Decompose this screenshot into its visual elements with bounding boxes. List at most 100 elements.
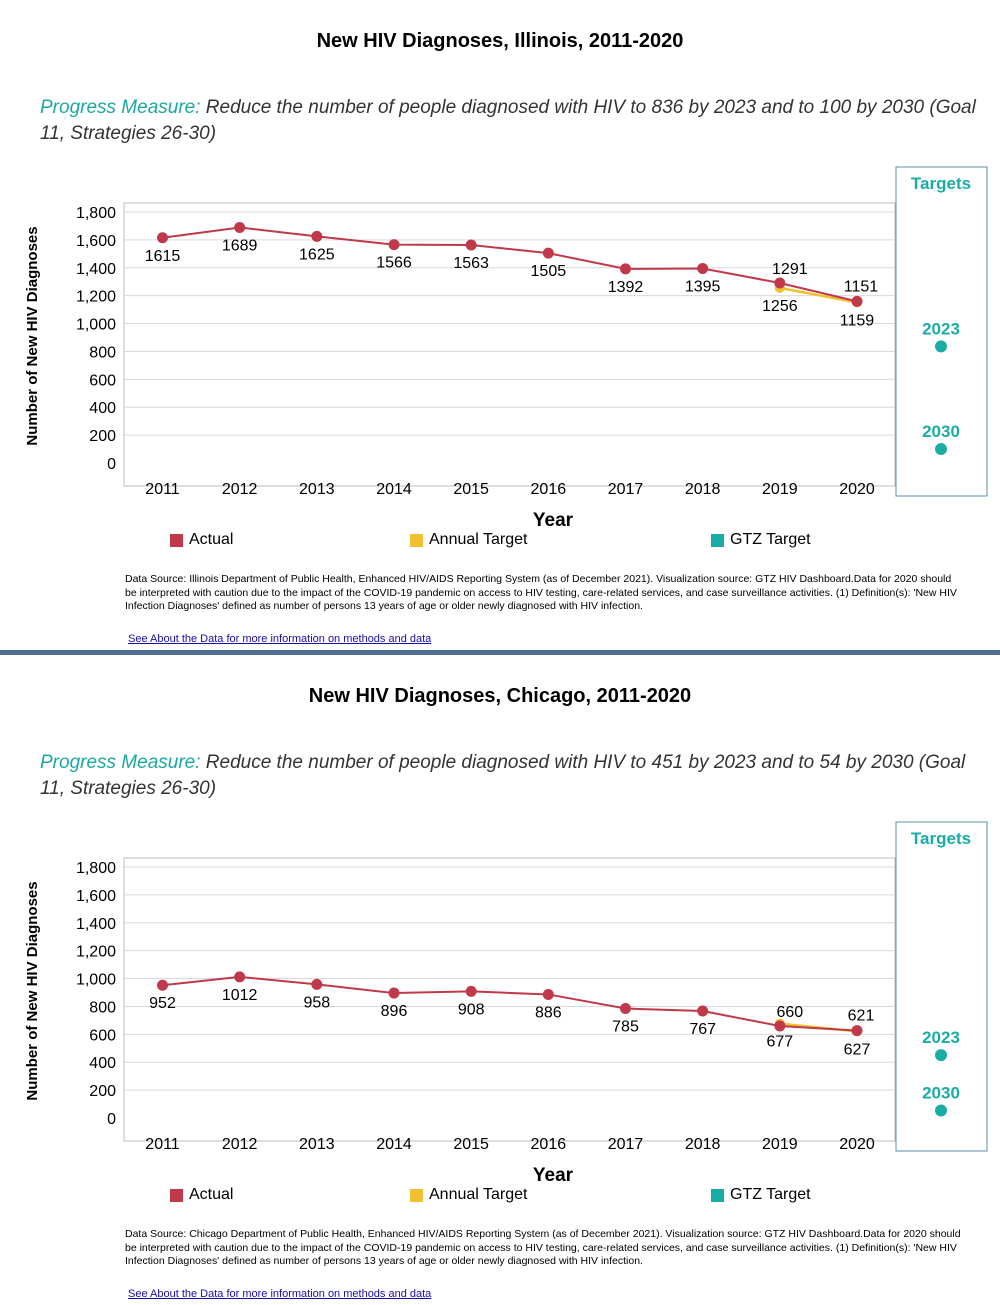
gtz-target-label: 2023 xyxy=(922,319,960,338)
plot-frame xyxy=(123,857,896,1142)
about-data-link[interactable]: See About the Data for more information … xyxy=(128,633,432,645)
actual-point xyxy=(542,988,554,1000)
y-axis-title: Number of New HIV Diagnoses xyxy=(24,226,41,445)
y-tick-label: 800 xyxy=(89,344,116,361)
actual-point xyxy=(465,239,477,251)
x-tick-label: 2018 xyxy=(685,481,721,498)
gtz-target-point xyxy=(935,443,947,456)
actual-point xyxy=(851,1025,863,1037)
annual-target-data-label: 1256 xyxy=(762,298,798,315)
legend-actual-swatch xyxy=(170,1188,183,1202)
gtz-target-label: 2030 xyxy=(922,1083,960,1102)
y-tick-label: 1,200 xyxy=(76,289,116,306)
actual-line xyxy=(162,975,858,1032)
actual-point xyxy=(697,1005,709,1017)
y-tick-label: 1,800 xyxy=(76,860,116,877)
x-tick-label: 2017 xyxy=(608,481,644,498)
data-source-note: Data Source: Illinois Department of Publ… xyxy=(125,573,957,612)
targets-box xyxy=(895,821,988,1152)
actual-point xyxy=(234,971,246,983)
x-tick-label: 2020 xyxy=(839,481,875,498)
actual-data-label: 1159 xyxy=(840,312,875,329)
actual-data-label: 1563 xyxy=(453,255,489,272)
legend-gtz-target: GTZ Target xyxy=(711,1186,811,1204)
legend-actual-label: Actual xyxy=(189,1186,234,1203)
targets-title: Targets xyxy=(911,174,971,193)
x-tick-label: 2011 xyxy=(145,1136,180,1153)
y-tick-label: 400 xyxy=(89,1055,116,1072)
actual-point xyxy=(157,979,168,991)
progress-measure-label: Progress Measure: xyxy=(40,97,201,118)
x-tick-label: 2013 xyxy=(299,1136,335,1153)
x-axis-title: Year xyxy=(533,510,574,530)
actual-data-label: 767 xyxy=(689,1021,716,1038)
x-tick-label: 2012 xyxy=(222,1136,258,1153)
actual-data-label: 886 xyxy=(535,1004,562,1021)
actual-point xyxy=(311,978,323,990)
actual-data-label: 1291 xyxy=(772,261,808,278)
targets-title: Targets xyxy=(911,829,971,848)
targets-box xyxy=(895,166,988,497)
x-tick-label: 2018 xyxy=(685,1136,721,1153)
chart-svg: 0 200 400 600 800 1,000 1,200 1,400 1,600 1,800 20… xyxy=(24,166,988,530)
x-tick-label: 2020 xyxy=(839,1136,875,1153)
y-tick-label: 200 xyxy=(89,428,116,445)
actual-point xyxy=(542,247,554,259)
actual-data-label: 908 xyxy=(458,1001,485,1018)
actual-data-label: 1505 xyxy=(531,263,567,280)
legend-annual-target: Annual Target xyxy=(410,1186,527,1204)
y-tick-label: 1,600 xyxy=(76,233,116,250)
actual-point xyxy=(465,985,477,997)
legend-gtz-target-label: GTZ Target xyxy=(730,531,811,548)
x-tick-label: 2014 xyxy=(376,1136,412,1153)
actual-data-label: 896 xyxy=(381,1003,408,1020)
y-tick-label: 0 xyxy=(107,456,116,473)
section-divider xyxy=(0,650,1000,655)
y-tick-label: 1,400 xyxy=(76,261,116,278)
legend-annual-target: Annual Target xyxy=(410,531,527,549)
legend-actual-label: Actual xyxy=(189,531,234,548)
gtz-target-label: 2023 xyxy=(922,1028,960,1047)
x-tick-label: 2012 xyxy=(222,481,258,498)
actual-point xyxy=(157,232,168,244)
progress-measure-text: Reduce the number of people diagnosed wi… xyxy=(40,97,976,144)
actual-point xyxy=(851,295,863,307)
gtz-target-point xyxy=(935,1104,947,1117)
x-tick-label: 2019 xyxy=(762,1136,798,1153)
actual-point xyxy=(774,1020,786,1032)
legend-gtz-target-swatch xyxy=(711,533,724,547)
chart-svg: 0 200 400 600 800 1,000 1,200 1,400 1,600 1,800 20… xyxy=(24,821,988,1185)
y-tick-label: 1,000 xyxy=(76,972,116,989)
plot-frame xyxy=(123,202,896,487)
actual-point xyxy=(234,221,246,233)
legend-actual: Actual xyxy=(170,531,233,549)
y-tick-label: 1,400 xyxy=(76,916,116,933)
y-axis-title: Number of New HIV Diagnoses xyxy=(24,881,41,1100)
y-tick-label: 1,000 xyxy=(76,317,116,334)
y-tick-label: 600 xyxy=(89,1027,116,1044)
actual-point xyxy=(620,1003,631,1015)
legend-actual-swatch xyxy=(170,533,183,547)
legend-actual: Actual xyxy=(170,1186,233,1204)
y-tick-label: 1,600 xyxy=(76,888,116,905)
legend-gtz-target-swatch xyxy=(711,1188,724,1202)
actual-data-label: 627 xyxy=(844,1042,871,1059)
gtz-target-label: 2030 xyxy=(922,422,960,441)
gtz-target-point xyxy=(935,1049,947,1062)
annual-target-data-label: 677 xyxy=(766,1034,793,1051)
about-data-link[interactable]: See About the Data for more information … xyxy=(128,1288,432,1300)
progress-measure: Progress Measure: Reduce the number of p… xyxy=(40,750,980,802)
actual-point xyxy=(388,239,400,251)
chart-panel-illinois: New HIV Diagnoses, Illinois, 2011-2020 P… xyxy=(0,0,1000,650)
x-tick-label: 2016 xyxy=(531,1136,567,1153)
y-tick-label: 1,200 xyxy=(76,944,116,961)
x-tick-label: 2017 xyxy=(608,1136,644,1153)
x-tick-label: 2014 xyxy=(376,481,412,498)
data-source-note: Data Source: Chicago Department of Publi… xyxy=(125,1228,961,1267)
y-tick-label: 600 xyxy=(89,372,116,389)
legend-annual-target-label: Annual Target xyxy=(429,1186,528,1203)
actual-point xyxy=(774,277,786,289)
actual-data-label: 1012 xyxy=(222,987,258,1004)
actual-point xyxy=(620,263,631,275)
actual-data-label: 958 xyxy=(303,994,330,1011)
